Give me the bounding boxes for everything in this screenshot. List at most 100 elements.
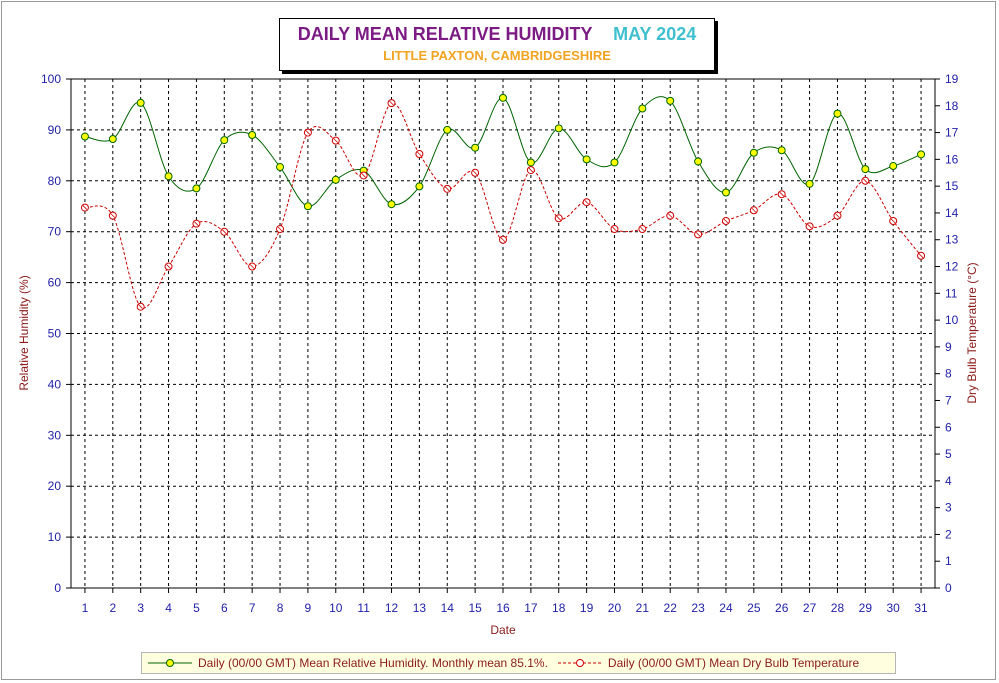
- x-tick-label: 9: [305, 601, 312, 615]
- left-axis-label: Relative Humidity (%): [17, 275, 31, 390]
- right-tick-label: 0: [945, 581, 952, 595]
- right-tick-label: 19: [945, 72, 959, 86]
- temperature-point-mark: [863, 178, 868, 184]
- humidity-point: [889, 162, 898, 171]
- temperature-point-mark: [695, 232, 701, 237]
- x-tick-label: 1: [82, 601, 89, 615]
- right-tick-label: 1: [945, 554, 952, 568]
- x-tick-label: 16: [496, 601, 510, 615]
- legend-humidity-label: Daily (00/00 GMT) Mean Relative Humidity…: [198, 656, 548, 670]
- legend-item-humidity: Daily (00/00 GMT) Mean Relative Humidity…: [142, 656, 548, 670]
- humidity-point: [526, 158, 535, 167]
- x-axis-ticks: 1 2 3 4 5 6 7 8 9 10 11 12 13 14 15 16 17 18 19 20 21 22 23 24 2…: [82, 588, 928, 615]
- x-tick-label: 14: [441, 601, 455, 615]
- temperature-point-mark: [249, 264, 255, 269]
- temperature-point-mark: [138, 304, 143, 309]
- chart-month: MAY 2024: [613, 24, 697, 44]
- x-tick-label: 27: [803, 601, 817, 615]
- x-tick-label: 25: [747, 601, 761, 615]
- chart-subtitle: LITTLE PAXTON, CAMBRIDGESHIRE: [383, 48, 611, 63]
- left-tick-label: 100: [41, 72, 61, 86]
- temperature-point-mark: [528, 167, 534, 173]
- x-tick-label: 13: [413, 601, 427, 615]
- right-tick-label: 2: [945, 527, 952, 541]
- temperature-point-mark: [500, 237, 506, 243]
- temperature-point-mark: [640, 226, 645, 232]
- humidity-point: [917, 150, 926, 159]
- humidity-point: [805, 179, 814, 188]
- temperature-point-mark: [194, 221, 199, 226]
- x-tick-label: 29: [859, 601, 873, 615]
- chart-title: DAILY MEAN RELATIVE HUMIDITY: [297, 24, 593, 44]
- temperature-point-mark: [361, 173, 366, 178]
- left-tick-label: 80: [48, 174, 62, 188]
- left-tick-label: 40: [48, 377, 62, 391]
- temperature-point-mark: [807, 224, 812, 229]
- temperature-point-mark: [751, 207, 757, 213]
- humidity-point: [220, 136, 229, 145]
- humidity-point: [861, 165, 870, 174]
- temperature-point-mark: [472, 170, 478, 176]
- humidity-point: [694, 157, 703, 166]
- x-tick-label: 8: [277, 601, 284, 615]
- x-tick-label: 21: [636, 601, 650, 615]
- temperature-point-mark: [779, 191, 784, 197]
- grid: [71, 78, 935, 589]
- humidity-point: [80, 132, 89, 141]
- temperature-series: [80, 99, 926, 311]
- right-tick-label: 14: [945, 206, 959, 220]
- humidity-point: [108, 135, 117, 144]
- temperature-point-mark: [389, 100, 394, 106]
- humidity-point: [721, 188, 730, 197]
- legend-temperature-swatch: [557, 659, 602, 667]
- x-tick-label: 6: [221, 601, 228, 615]
- x-tick-label: 28: [831, 601, 845, 615]
- right-tick-label: 15: [945, 179, 959, 193]
- humidity-point: [331, 175, 340, 184]
- left-tick-label: 20: [48, 479, 62, 493]
- title-box: DAILY MEAN RELATIVE HUMIDITY MAY 2024 LI…: [279, 18, 715, 71]
- right-tick-label: 6: [945, 420, 952, 434]
- title-line: DAILY MEAN RELATIVE HUMIDITY MAY 2024: [280, 24, 714, 45]
- x-tick-label: 22: [664, 601, 678, 615]
- temperature-point-mark: [584, 199, 589, 205]
- humidity-point: [499, 93, 507, 102]
- x-tick-label: 20: [608, 601, 622, 615]
- temperature-point-mark: [612, 226, 617, 232]
- x-tick-label: 3: [137, 601, 144, 615]
- x-tick-label: 23: [691, 601, 705, 615]
- humidity-point: [387, 200, 396, 209]
- right-tick-label: 8: [945, 367, 952, 381]
- x-tick-label: 5: [193, 601, 200, 615]
- series: [80, 93, 926, 311]
- right-tick-label: 5: [945, 447, 952, 461]
- right-tick-label: 10: [945, 313, 959, 327]
- right-tick-label: 16: [945, 152, 959, 166]
- right-tick-label: 9: [945, 340, 952, 354]
- x-tick-label: 11: [357, 601, 370, 615]
- temperature-point-mark: [723, 218, 729, 224]
- legend-temperature-label: Daily (00/00 GMT) Mean Dry Bulb Temperat…: [607, 656, 860, 670]
- legend-humidity-swatch: [148, 659, 192, 667]
- x-tick-label: 2: [109, 601, 116, 615]
- humidity-point: [303, 202, 312, 211]
- x-tick-label: 15: [468, 601, 482, 615]
- temperature-point-mark: [556, 216, 562, 221]
- x-tick-label: 30: [887, 601, 901, 615]
- temperature-point-mark: [890, 218, 896, 224]
- temperature-point-mark: [277, 226, 283, 232]
- humidity-point: [443, 125, 452, 134]
- humidity-point: [833, 109, 842, 118]
- humidity-point: [749, 148, 758, 157]
- left-tick-label: 50: [48, 327, 62, 341]
- left-tick-label: 90: [48, 123, 62, 137]
- x-axis-label: Date: [490, 623, 516, 637]
- x-tick-label: 18: [552, 601, 566, 615]
- temperature-point-mark: [333, 138, 339, 143]
- humidity-point: [136, 98, 145, 107]
- right-tick-label: 18: [945, 99, 959, 113]
- x-tick-label: 24: [719, 601, 733, 615]
- right-tick-label: 7: [945, 393, 952, 407]
- temperature-point-mark: [918, 253, 924, 259]
